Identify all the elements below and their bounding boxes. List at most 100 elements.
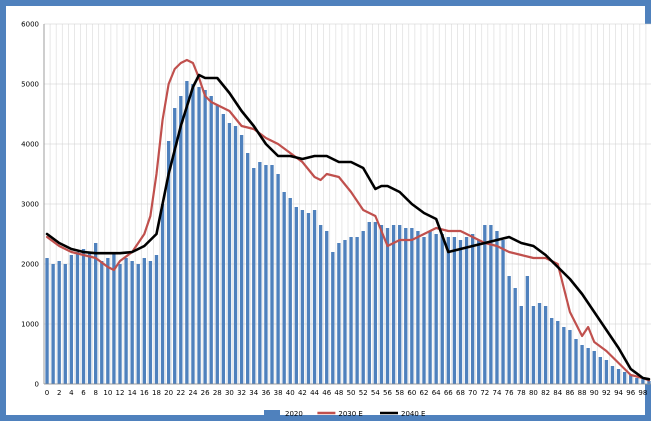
- bar-2020: [148, 261, 153, 384]
- bar-2020: [252, 168, 256, 384]
- bar-2020: [434, 234, 438, 384]
- bar-2020: [641, 379, 645, 384]
- x-tick-label: 92: [602, 389, 611, 397]
- bar-2020: [501, 240, 505, 384]
- bar-2020: [622, 372, 627, 384]
- bar-2020: [57, 261, 61, 384]
- x-tick-label: 98: [638, 389, 647, 397]
- x-tick-label: 30: [225, 389, 234, 397]
- bar-2020: [440, 234, 444, 384]
- bar-2020: [513, 288, 517, 384]
- bar-2020: [203, 90, 207, 384]
- bar-2020: [562, 327, 566, 384]
- bar-2020: [385, 228, 390, 384]
- bar-2020: [507, 276, 511, 384]
- bar-2020: [294, 207, 298, 384]
- bar-series-2020: [45, 81, 651, 384]
- x-tick-label: 86: [565, 389, 574, 397]
- x-tick-label: 88: [578, 389, 587, 397]
- bar-2020: [51, 264, 55, 384]
- bar-2020: [94, 243, 98, 384]
- bar-2020: [525, 276, 530, 384]
- bar-2020: [574, 339, 578, 384]
- bar-2020: [227, 123, 232, 384]
- x-tick-label: 58: [395, 389, 404, 397]
- line-2040-e: [45, 73, 651, 381]
- x-tick-label: 8: [93, 389, 97, 397]
- legend-label-2040-e: 2040 E: [401, 410, 425, 418]
- x-tick-label: 6: [81, 389, 86, 397]
- bar-2020: [239, 135, 244, 384]
- x-tick-label: 22: [176, 389, 185, 397]
- x-tick-label: 32: [237, 389, 246, 397]
- bar-2020: [136, 264, 140, 384]
- y-tick-label: 5000: [21, 81, 39, 89]
- y-tick-label: 2000: [21, 261, 39, 269]
- x-tick-label: 16: [140, 389, 149, 397]
- x-tick-label: 38: [274, 389, 283, 397]
- x-tick-label: 96: [626, 389, 635, 397]
- x-tick-label: 24: [188, 389, 197, 397]
- x-tick-label: 10: [103, 389, 112, 397]
- bar-2020: [379, 225, 384, 384]
- bar-2020: [142, 258, 146, 384]
- bar-2020: [69, 255, 74, 384]
- bar-2020: [325, 231, 329, 384]
- bar-2020: [410, 228, 414, 384]
- bar-2020: [179, 96, 183, 384]
- bar-2020: [355, 237, 359, 384]
- x-tick-label: 74: [492, 389, 501, 397]
- x-tick-label: 64: [432, 389, 441, 397]
- bar-2020: [361, 231, 365, 384]
- x-tick-label: 68: [456, 389, 465, 397]
- bar-2020: [550, 318, 554, 384]
- bar-2020: [160, 204, 165, 384]
- bar-2020: [288, 198, 292, 384]
- x-tick-label: 20: [164, 389, 173, 397]
- x-tick-label: 62: [420, 389, 429, 397]
- x-tick-label: 80: [529, 389, 538, 397]
- bar-2020: [45, 258, 49, 384]
- bar-2020: [282, 192, 286, 384]
- x-tick-label: 4: [69, 389, 74, 397]
- x-tick-label: 84: [553, 389, 562, 397]
- x-tick-label: 40: [286, 389, 295, 397]
- line-2030-e: [45, 58, 651, 382]
- bar-2020: [106, 258, 110, 384]
- y-tick-label: 1000: [21, 321, 39, 329]
- bar-2020: [173, 108, 177, 384]
- bar-2020: [233, 126, 238, 384]
- bar-2020: [519, 306, 523, 384]
- bar-2020: [112, 252, 116, 384]
- bar-2020: [337, 243, 341, 384]
- y-tick-label: 4000: [21, 141, 39, 149]
- bar-2020: [610, 366, 615, 384]
- y-axis: 0 1000 2000 3000 4000 5000 6000: [21, 21, 45, 389]
- bar-2020: [592, 351, 596, 384]
- y-tick-label: 3000: [21, 201, 39, 209]
- bar-2020: [130, 261, 134, 384]
- bar-2020: [209, 96, 213, 384]
- legend-label-2030-e: 2030 E: [338, 410, 362, 418]
- bar-2020: [81, 249, 86, 384]
- x-tick-label: 50: [347, 389, 356, 397]
- bar-2020: [537, 303, 542, 384]
- bar-2020: [166, 141, 171, 384]
- bar-2020: [258, 162, 262, 384]
- y-tick-label: 0: [35, 381, 39, 389]
- bar-2020: [349, 237, 353, 384]
- bar-2020: [215, 105, 219, 384]
- bar-2020: [331, 252, 335, 384]
- x-tick-label: 82: [541, 389, 550, 397]
- x-tick-label: 94: [614, 389, 623, 397]
- x-tick-label: 90: [590, 389, 599, 397]
- bar-2020: [629, 375, 633, 384]
- bar-2020: [616, 369, 621, 384]
- bar-2020: [124, 258, 128, 384]
- bar-2020: [477, 240, 481, 384]
- y-tick-label: 6000: [21, 21, 39, 29]
- bar-2020: [75, 252, 80, 384]
- x-tick-label: 70: [468, 389, 477, 397]
- x-tick-label: 48: [334, 389, 343, 397]
